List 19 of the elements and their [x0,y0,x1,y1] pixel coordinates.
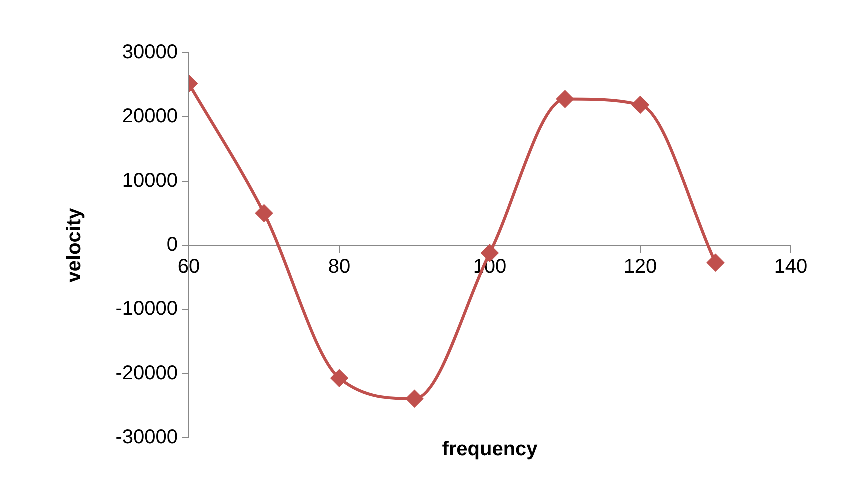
y-tick-label: -10000 [116,298,178,320]
y-tick-label: -30000 [116,426,178,449]
y-tick-label: 0 [166,234,178,256]
point [406,390,424,408]
y-tick-label: 30000 [122,42,178,64]
x-tick-label: 60 [178,256,200,278]
y-axis-title: velocity [64,207,86,283]
x-tick-label: 80 [328,256,351,278]
y-tick-label: 10000 [122,170,178,192]
x-tick-label: 120 [624,256,658,278]
point [256,204,273,222]
y-tick-label: -20000 [116,362,178,384]
x-axis-title: frequency [442,438,539,461]
y-tick-label: 20000 [122,106,178,128]
point [707,254,724,272]
point [331,370,348,387]
x-tick-label: 140 [774,256,808,278]
point [556,90,574,108]
point [632,96,649,114]
